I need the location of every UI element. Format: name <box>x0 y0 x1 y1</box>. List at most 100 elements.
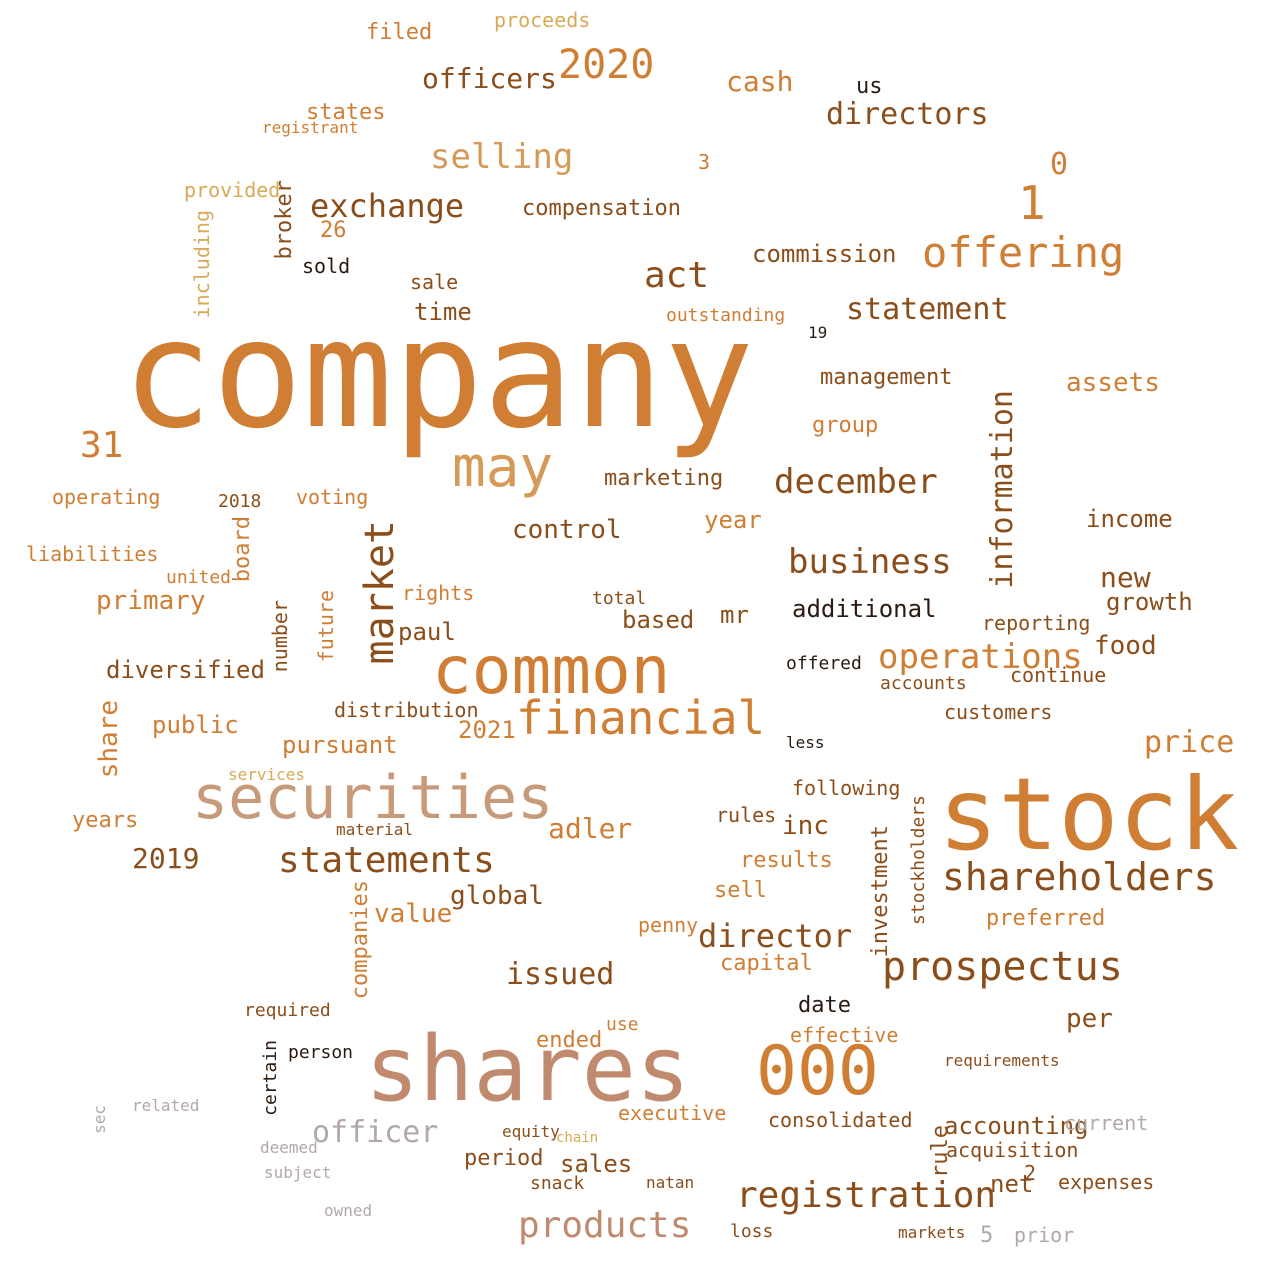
cloud-word: markets <box>898 1223 966 1242</box>
cloud-word: sell <box>714 878 767 903</box>
cloud-word: cash <box>726 65 794 98</box>
cloud-word: assets <box>1066 368 1160 398</box>
cloud-word: act <box>644 255 710 296</box>
cloud-word: issued <box>506 957 615 992</box>
cloud-word: acquisition <box>946 1138 1079 1162</box>
cloud-word: rights <box>402 581 475 605</box>
cloud-word: accounting <box>944 1112 1089 1140</box>
cloud-word: december <box>774 462 938 502</box>
cloud-word: 2018 <box>218 491 262 512</box>
cloud-word: group <box>812 413 879 438</box>
cloud-word: registration <box>736 1175 997 1216</box>
cloud-word: distribution <box>334 698 479 722</box>
cloud-word: based <box>622 606 695 634</box>
cloud-word: sold <box>302 254 351 278</box>
cloud-word: effective <box>790 1023 899 1047</box>
cloud-word: exchange <box>310 187 465 225</box>
cloud-word: preferred <box>986 906 1106 931</box>
cloud-word: value <box>374 899 453 929</box>
cloud-word: 3 <box>698 150 711 174</box>
cloud-word: person <box>288 1042 354 1063</box>
cloud-word: information <box>985 390 1020 589</box>
cloud-word: sec <box>90 1105 109 1134</box>
cloud-word: 2019 <box>132 842 200 875</box>
cloud-word: rules <box>716 803 777 827</box>
cloud-word: year <box>704 506 762 534</box>
cloud-word: statements <box>278 840 495 881</box>
cloud-word: accounts <box>880 673 967 694</box>
cloud-word: use <box>606 1014 639 1035</box>
cloud-word: public <box>152 711 239 739</box>
cloud-word: offering <box>922 228 1125 277</box>
cloud-word: years <box>72 808 139 833</box>
cloud-word: time <box>414 298 472 326</box>
cloud-word: shares <box>365 1017 691 1122</box>
cloud-word: management <box>820 365 953 390</box>
cloud-word: business <box>788 542 952 582</box>
cloud-word: current <box>1064 1111 1149 1135</box>
cloud-word: results <box>740 848 833 873</box>
cloud-word: director <box>698 917 853 955</box>
cloud-word: operations <box>878 637 1083 677</box>
cloud-word: growth <box>1106 588 1193 616</box>
cloud-word: natan <box>646 1173 695 1192</box>
cloud-word: requirements <box>944 1051 1060 1070</box>
cloud-word: adler <box>548 812 633 845</box>
cloud-word: deemed <box>260 1138 318 1157</box>
cloud-word: subject <box>264 1163 332 1182</box>
cloud-word: 31 <box>80 425 124 466</box>
cloud-word: operating <box>52 485 161 509</box>
cloud-word: market <box>357 520 403 665</box>
cloud-word: required <box>244 1000 331 1021</box>
cloud-word: date <box>798 993 851 1018</box>
cloud-word: common <box>432 632 671 709</box>
cloud-word: continue <box>1010 663 1107 687</box>
cloud-word: including <box>190 210 214 319</box>
cloud-word: company <box>122 288 755 462</box>
cloud-word: executive <box>618 1101 727 1125</box>
cloud-word: may <box>452 435 554 500</box>
cloud-word: period <box>464 1146 544 1171</box>
cloud-word: statement <box>846 292 1009 327</box>
cloud-word: paul <box>398 618 456 646</box>
cloud-word: less <box>786 733 825 752</box>
cloud-word: offered <box>786 653 862 674</box>
cloud-word: diversified <box>106 656 265 684</box>
cloud-word: 26 <box>320 218 347 243</box>
cloud-word: snack <box>530 1173 585 1194</box>
cloud-word: primary <box>96 586 206 616</box>
cloud-word: companies <box>348 880 373 1000</box>
cloud-word: securities <box>192 763 554 833</box>
cloud-word: number <box>268 600 292 673</box>
cloud-word: states <box>306 100 386 125</box>
cloud-word: pursuant <box>282 731 398 759</box>
cloud-word: financial <box>516 691 766 745</box>
cloud-word: united <box>166 567 232 588</box>
cloud-word: certain <box>260 1040 281 1116</box>
cloud-word: control <box>512 515 622 545</box>
cloud-word: us <box>856 74 883 99</box>
cloud-word: 1 <box>1018 176 1046 230</box>
cloud-word: reporting <box>982 611 1091 635</box>
cloud-word: stock <box>938 756 1240 873</box>
cloud-word: products <box>518 1205 692 1246</box>
cloud-word: inc <box>782 811 829 841</box>
cloud-word: sales <box>560 1150 633 1178</box>
cloud-word: officers <box>422 62 557 95</box>
cloud-word: global <box>450 881 544 911</box>
cloud-word: voting <box>296 485 369 509</box>
cloud-word: liabilities <box>26 542 159 566</box>
cloud-word: compensation <box>522 196 681 221</box>
cloud-word: sale <box>410 270 459 294</box>
cloud-word: future <box>314 590 338 663</box>
cloud-word: services <box>228 765 306 784</box>
cloud-word: 19 <box>808 323 828 342</box>
cloud-word: related <box>132 1096 200 1115</box>
cloud-word: penny <box>638 913 699 937</box>
cloud-word: stockholders <box>908 795 929 926</box>
cloud-word: 2020 <box>558 42 655 88</box>
cloud-word: provided <box>184 178 281 202</box>
cloud-word: mr <box>720 601 749 629</box>
cloud-word: board <box>230 516 255 583</box>
cloud-word: owned <box>324 1201 373 1220</box>
